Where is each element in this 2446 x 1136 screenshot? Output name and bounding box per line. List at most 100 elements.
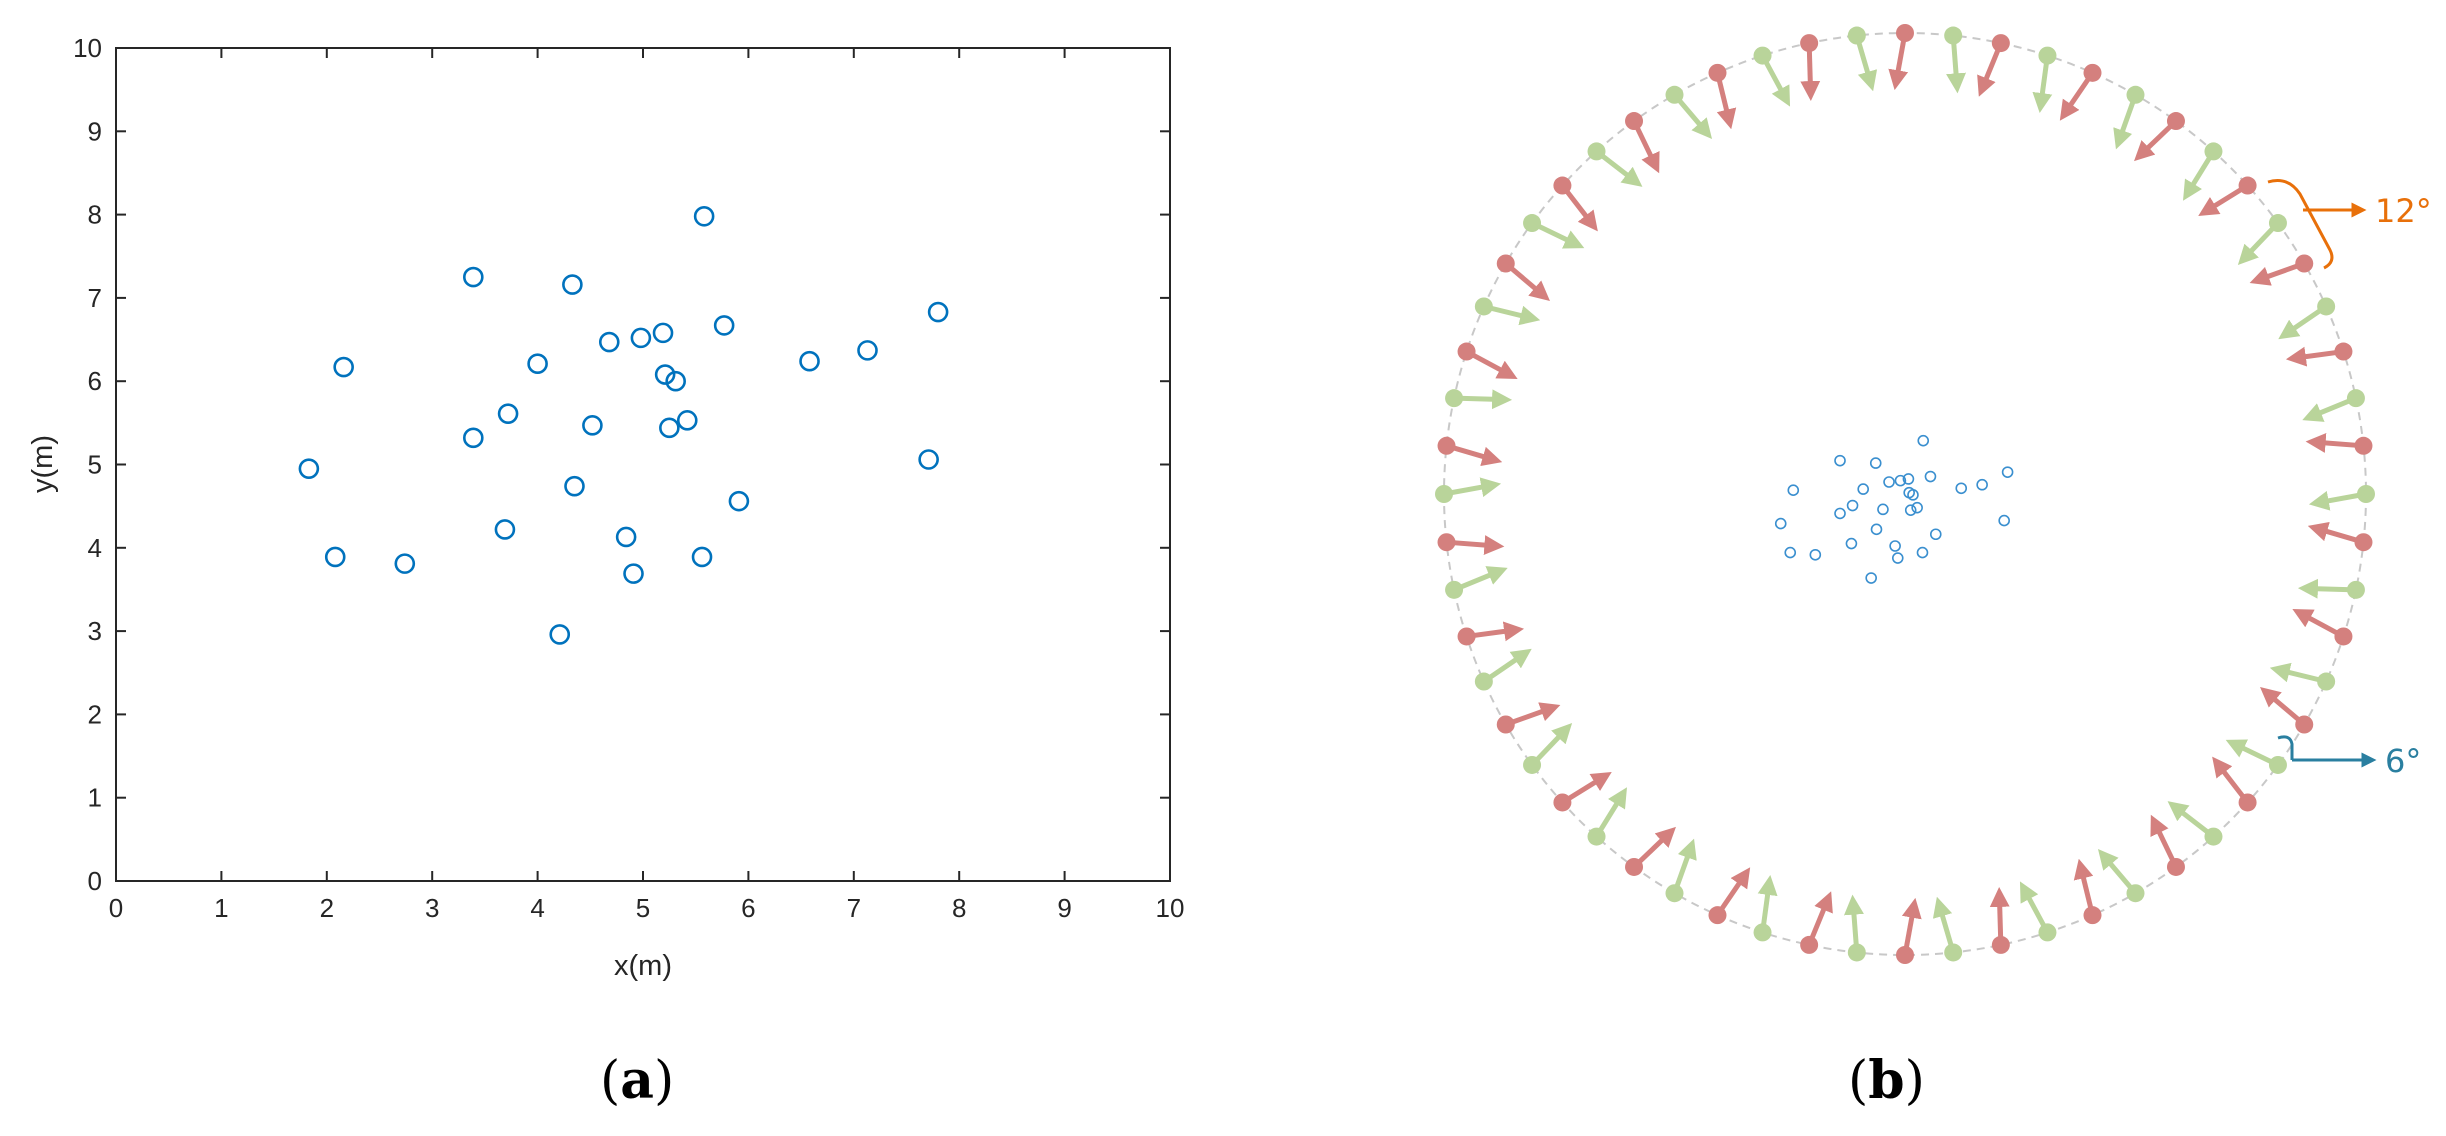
receive-element <box>2268 214 2287 233</box>
receive-element <box>1944 943 1963 962</box>
receive-element <box>1445 580 1464 599</box>
y-axis-ticks: 0 1 2 3 4 5 6 7 8 9 10 <box>73 33 1170 896</box>
scatter-points <box>298 205 949 645</box>
transmit-element <box>2354 533 2373 552</box>
target-point <box>1916 546 1929 559</box>
transmit-element <box>1991 935 2010 954</box>
target-point <box>1846 499 1859 512</box>
receive-element <box>1523 755 1542 774</box>
y-tick-label: 10 <box>73 33 102 63</box>
target-point <box>1865 572 1877 584</box>
plot-area <box>115 47 1171 882</box>
scatter-point <box>713 315 735 336</box>
receive-element <box>2204 142 2223 161</box>
transmit-element <box>1896 24 1914 42</box>
target-point <box>1870 523 1883 536</box>
target-point <box>1834 454 1846 467</box>
receive-element <box>1474 672 1493 691</box>
ring-array-panel: 12° 6° <box>1435 24 2432 964</box>
transmit-element <box>1437 436 1456 455</box>
angle-12-annotation: 12° <box>2267 179 2432 270</box>
receive-element <box>1665 884 1684 903</box>
scatter-point <box>691 546 713 568</box>
y-tick-label: 5 <box>88 450 102 480</box>
target-point <box>1883 476 1895 488</box>
target-point <box>1774 517 1787 530</box>
angle-12-bracket <box>2267 179 2334 270</box>
transmit-element <box>1496 715 1515 734</box>
scatter-point <box>623 563 644 584</box>
panel-label-b: (b) <box>1848 1050 1925 1111</box>
scatter-point <box>463 427 484 449</box>
y-tick-label: 9 <box>88 116 102 146</box>
target-point <box>1955 482 1968 495</box>
x-tick-label: 8 <box>952 893 966 923</box>
scatter-point <box>799 350 820 372</box>
scatter-point <box>549 624 571 645</box>
y-axis-label: y(m) <box>27 435 59 493</box>
x-tick-label: 3 <box>425 893 439 923</box>
target-point <box>1891 552 1904 564</box>
receive-element <box>1847 26 1866 45</box>
x-axis-ticks: 0 1 2 3 4 5 6 7 8 9 10 <box>109 48 1185 923</box>
x-axis-label: x(m) <box>614 950 672 982</box>
transmit-element <box>1457 342 1476 361</box>
transmit-element <box>1708 63 1727 82</box>
transmit-element <box>1437 533 1456 552</box>
target-points <box>1774 434 2014 584</box>
y-tick-label: 6 <box>88 366 102 396</box>
target-point <box>1877 503 1889 516</box>
scatter-point <box>497 403 519 424</box>
receive-element <box>2038 46 2057 65</box>
receive-element <box>2346 389 2365 408</box>
transmit-element <box>2295 715 2314 734</box>
scatter-point <box>463 266 484 288</box>
x-tick-label: 5 <box>636 893 650 923</box>
transmit-element <box>1625 112 1644 131</box>
scatter-point <box>652 322 674 344</box>
receive-element <box>2038 923 2057 942</box>
scatter-point <box>654 364 676 385</box>
target-point <box>1904 504 1917 516</box>
transmit-element <box>1800 935 1819 954</box>
target-point <box>1857 483 1869 495</box>
scatter-point <box>494 519 516 540</box>
panel-label-b-letter: b <box>1868 1050 1904 1111</box>
scatter-point <box>324 546 346 568</box>
transmit-element <box>1800 34 1819 53</box>
receive-element <box>1445 389 1464 408</box>
scatter-point <box>857 340 878 361</box>
transmit-element <box>2238 176 2257 195</box>
target-point <box>1976 478 1988 491</box>
scatter-point <box>394 553 416 574</box>
scatter-point <box>615 526 637 548</box>
scatter-point <box>630 327 652 349</box>
angle-6-bracket <box>2277 735 2294 760</box>
y-tick-label: 7 <box>88 283 102 313</box>
panel-label-a: (a) <box>600 1050 674 1111</box>
ring-elements <box>1435 24 2375 964</box>
scatter-point <box>527 353 548 375</box>
target-point <box>1894 474 1907 487</box>
transmit-element <box>2166 112 2185 131</box>
target-point <box>1787 484 1800 496</box>
transmit-element <box>2334 627 2353 646</box>
target-point <box>1869 457 1882 469</box>
receive-element <box>1944 26 1963 45</box>
scatter-point <box>728 490 750 512</box>
angle-6-annotation: 6° <box>2277 735 2421 780</box>
target-point <box>1929 528 1942 541</box>
scatter-point <box>676 410 698 431</box>
scatter-point <box>298 458 320 479</box>
y-tick-label: 4 <box>88 533 102 563</box>
receive-element <box>2357 485 2375 503</box>
target-point <box>1845 537 1858 550</box>
scatter-point <box>927 301 949 323</box>
target-point <box>1889 540 1901 552</box>
receive-element <box>1753 46 1772 65</box>
x-tick-label: 10 <box>1156 893 1185 923</box>
target-point <box>1784 546 1797 559</box>
scatter-point <box>665 370 686 392</box>
receive-element <box>1665 85 1684 104</box>
